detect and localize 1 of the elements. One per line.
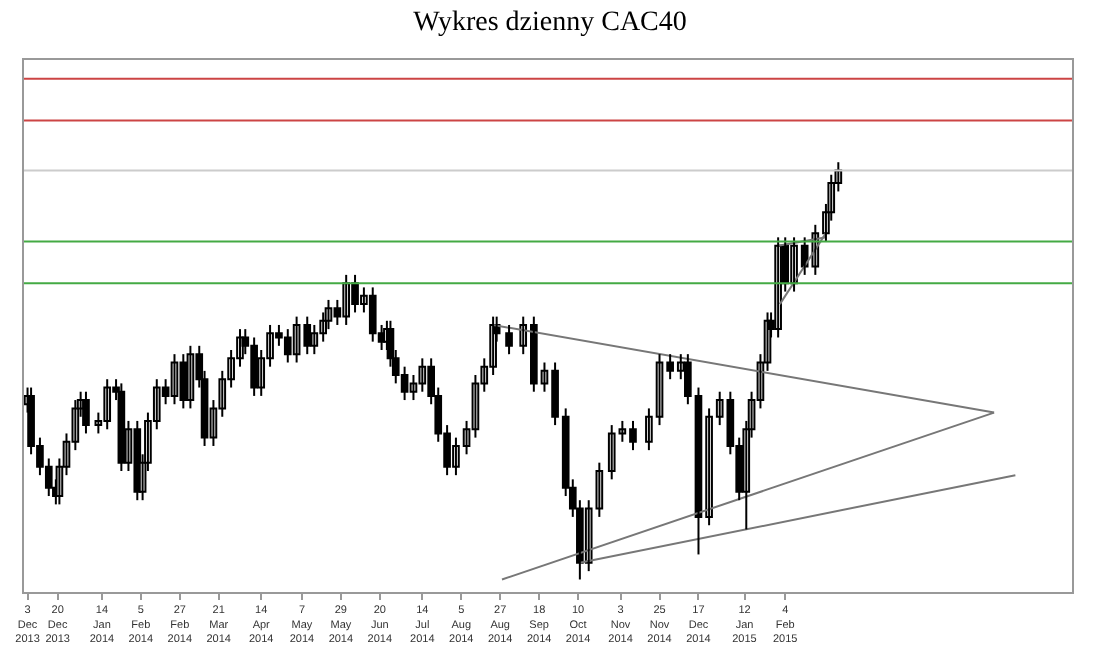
- chart-title: Wykres dzienny CAC40: [413, 7, 687, 38]
